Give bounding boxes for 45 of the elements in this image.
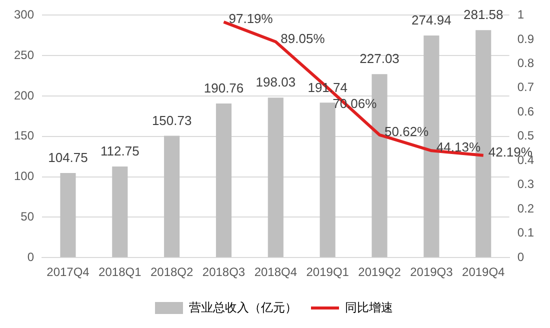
y-tick-label: 300	[14, 8, 34, 22]
data-label: 50.62%	[384, 124, 430, 139]
y2-tick-label: 0.2	[517, 201, 534, 216]
bar	[268, 98, 284, 258]
legend-label: 营业总收入（亿元）	[189, 300, 297, 314]
legend-label: 同比增速	[345, 300, 393, 314]
data-label: 112.75	[100, 144, 140, 159]
y2-tick-label: 0.7	[517, 80, 534, 94]
x-tick-label: 2019Q2	[358, 265, 402, 280]
y2-tick-label: 1	[517, 8, 524, 22]
data-label: 97.19%	[228, 11, 274, 26]
bar	[216, 103, 232, 258]
x-tick-label: 2018Q2	[150, 265, 194, 280]
y2-tick-label: 0.8	[517, 56, 534, 70]
data-label: 44.13%	[436, 140, 481, 155]
y2-tick-label: 0.1	[517, 226, 534, 240]
data-label: 104.75	[48, 150, 88, 166]
x-tick-label: 2018Q4	[254, 265, 298, 280]
data-label: 89.05%	[280, 30, 326, 46]
x-tick-label: 2017Q4	[46, 265, 90, 280]
y2-tick-label: 0.9	[517, 32, 534, 46]
data-label: 198.03	[256, 74, 296, 90]
y2-tick-label: 0.6	[517, 104, 534, 118]
data-label: 150.73	[152, 112, 192, 128]
x-tick-label: 2019Q3	[410, 265, 454, 280]
bar	[112, 166, 128, 258]
bar	[60, 172, 76, 258]
y-tick-label: 50	[20, 210, 34, 224]
data-label: 281.58	[463, 7, 504, 22]
x-tick-label: 2019Q1	[306, 265, 350, 280]
x-tick-label: 2018Q3	[202, 265, 246, 280]
data-label: 190.76	[204, 80, 244, 96]
y-tick-label: 250	[14, 48, 34, 62]
y-tick-label: 200	[14, 88, 34, 102]
data-label: 227.03	[360, 51, 400, 66]
y-tick-label: 0	[27, 250, 34, 264]
x-tick-label: 2019Q4	[462, 265, 506, 280]
bar	[164, 136, 180, 258]
y2-tick-label: 0.5	[517, 128, 534, 143]
y2-tick-label: 0.3	[517, 177, 534, 192]
y-tick-label: 100	[14, 169, 34, 184]
x-tick-label: 2018Q1	[98, 265, 142, 280]
y-tick-label: 150	[14, 128, 34, 143]
data-label: 274.94	[412, 12, 452, 28]
y2-tick-label: 0	[517, 250, 524, 264]
